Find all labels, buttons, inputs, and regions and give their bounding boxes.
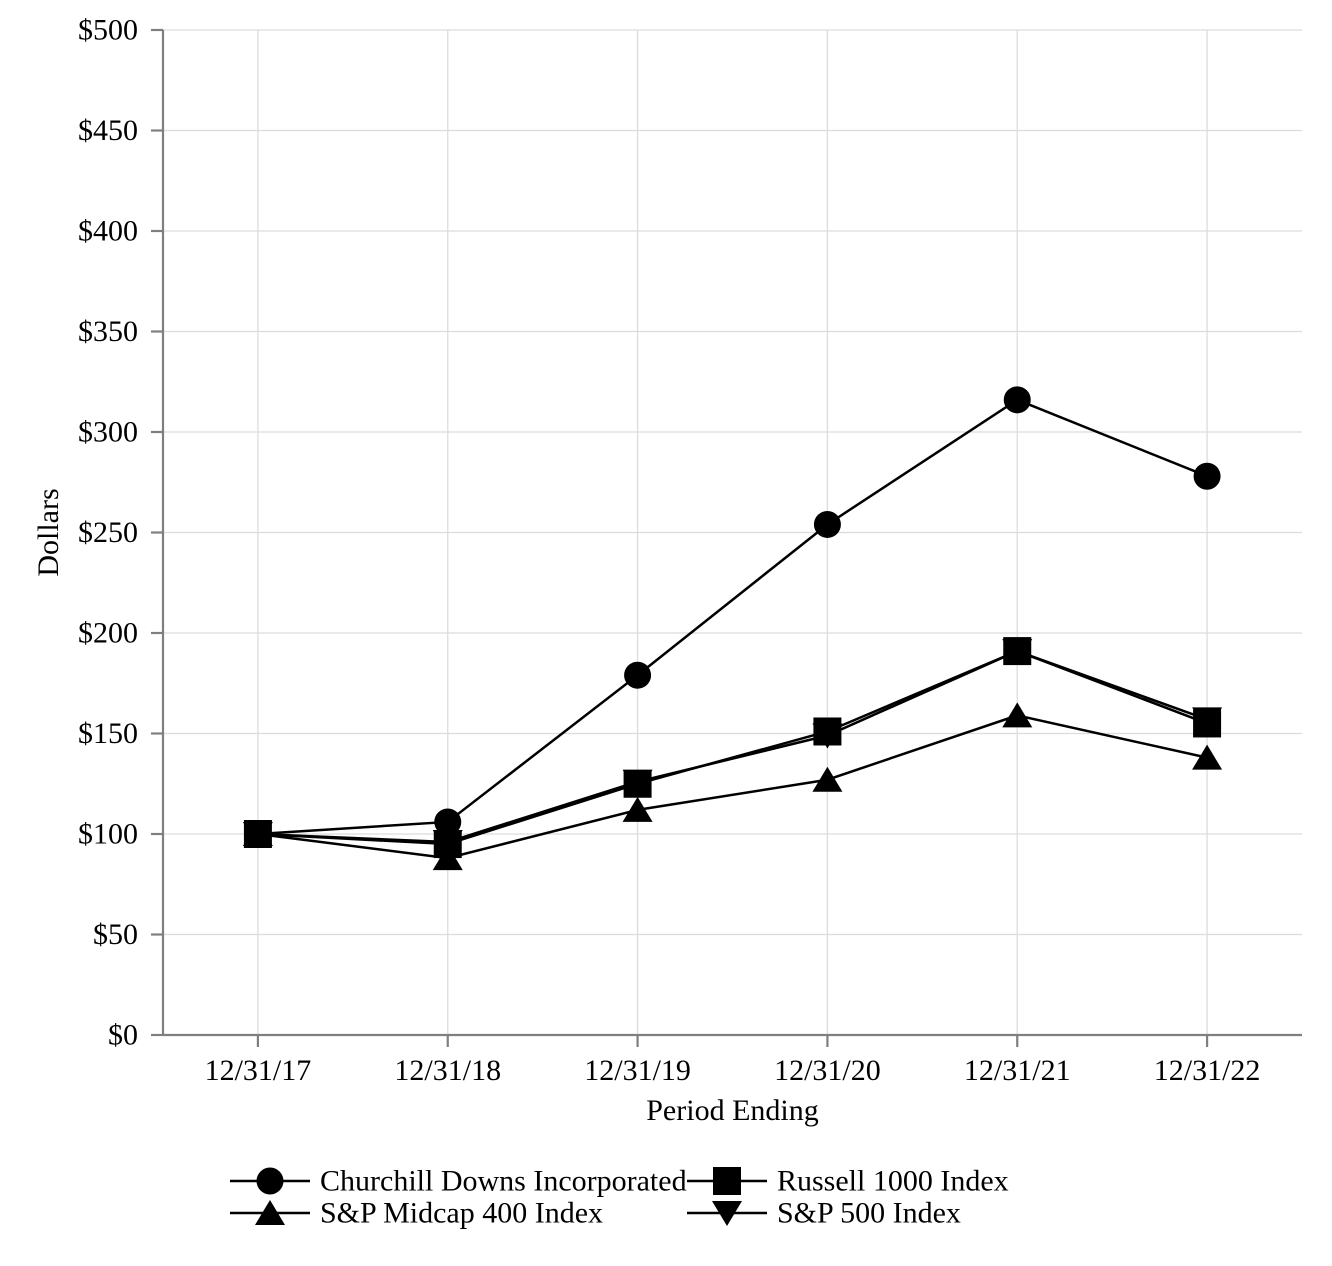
marker-circle — [434, 808, 462, 836]
x-tick-label: 12/31/17 — [205, 1054, 312, 1087]
series-line — [257, 714, 1208, 860]
legend-item-s-p-500-index: S&P 500 Index — [687, 1197, 961, 1230]
legend-marker-square — [713, 1167, 741, 1195]
marker-square — [623, 769, 652, 798]
legend-label: S&P Midcap 400 Index — [320, 1197, 603, 1230]
marker-square — [813, 717, 842, 746]
legend-marker-circle — [256, 1167, 284, 1195]
x-axis-title: Period Ending — [646, 1094, 819, 1127]
y-axis-title: Dollars — [32, 488, 65, 576]
marker-triangle-up — [622, 796, 653, 822]
y-tick-label: $150 — [78, 717, 138, 750]
legend-label: Russell 1000 Index — [777, 1165, 1009, 1198]
marker-triangle-up — [812, 766, 843, 792]
series-line — [257, 398, 1208, 836]
marker-square — [1003, 637, 1032, 666]
marker-circle — [1003, 386, 1031, 414]
x-tick-label: 12/31/21 — [964, 1054, 1071, 1087]
marker-circle — [624, 661, 652, 689]
legend-marker-triangle-up — [255, 1200, 285, 1225]
y-tick-label: $200 — [78, 617, 138, 650]
y-tick-label: $350 — [78, 315, 138, 348]
axes — [151, 28, 1302, 1047]
marker-circle — [244, 820, 272, 848]
y-tick-label: $300 — [78, 416, 138, 449]
marker-circle — [1193, 462, 1221, 490]
marker-triangle-up — [1192, 744, 1223, 770]
x-tick-label: 12/31/19 — [584, 1054, 691, 1087]
series-churchill-downs-incorporated — [244, 386, 1221, 848]
y-tick-label: $450 — [78, 114, 138, 147]
y-tick-label: $400 — [78, 215, 138, 248]
series-line — [257, 649, 1208, 846]
series-s-p-midcap-400-index — [242, 702, 1223, 871]
y-tick-label: $100 — [78, 818, 138, 851]
legend-label: S&P 500 Index — [777, 1197, 961, 1230]
y-tick-label: $50 — [93, 918, 138, 951]
x-tick-label: 12/31/20 — [774, 1054, 881, 1087]
legend: Churchill Downs Incorporated Russell 1000… — [230, 1165, 1009, 1230]
marker-square — [1193, 709, 1222, 738]
legend-item-churchill-downs-incorporated: Churchill Downs Incorporated — [230, 1165, 687, 1198]
x-tick-label: 12/31/18 — [394, 1054, 501, 1087]
series-s-p-500-index — [242, 639, 1223, 856]
legend-item-s-p-midcap-400-index: S&P Midcap 400 Index — [230, 1197, 603, 1230]
marker-circle — [813, 510, 841, 538]
legend-label: Churchill Downs Incorporated — [320, 1165, 687, 1198]
x-tick-label: 12/31/22 — [1154, 1054, 1261, 1087]
legend-marker-triangle-down — [712, 1201, 742, 1226]
legend-item-russell-1000-index: Russell 1000 Index — [687, 1165, 1009, 1198]
gridlines — [163, 29, 1302, 1036]
y-tick-label: $0 — [108, 1019, 138, 1052]
axis-labels: $0 $50 $100 $150 $200 $250 $300 $350 $400 $450 $50… — [78, 14, 1260, 1088]
y-tick-label: $500 — [78, 14, 138, 47]
series-line — [257, 649, 1208, 844]
y-tick-label: $250 — [78, 516, 138, 549]
marker-triangle-up — [1002, 702, 1033, 728]
